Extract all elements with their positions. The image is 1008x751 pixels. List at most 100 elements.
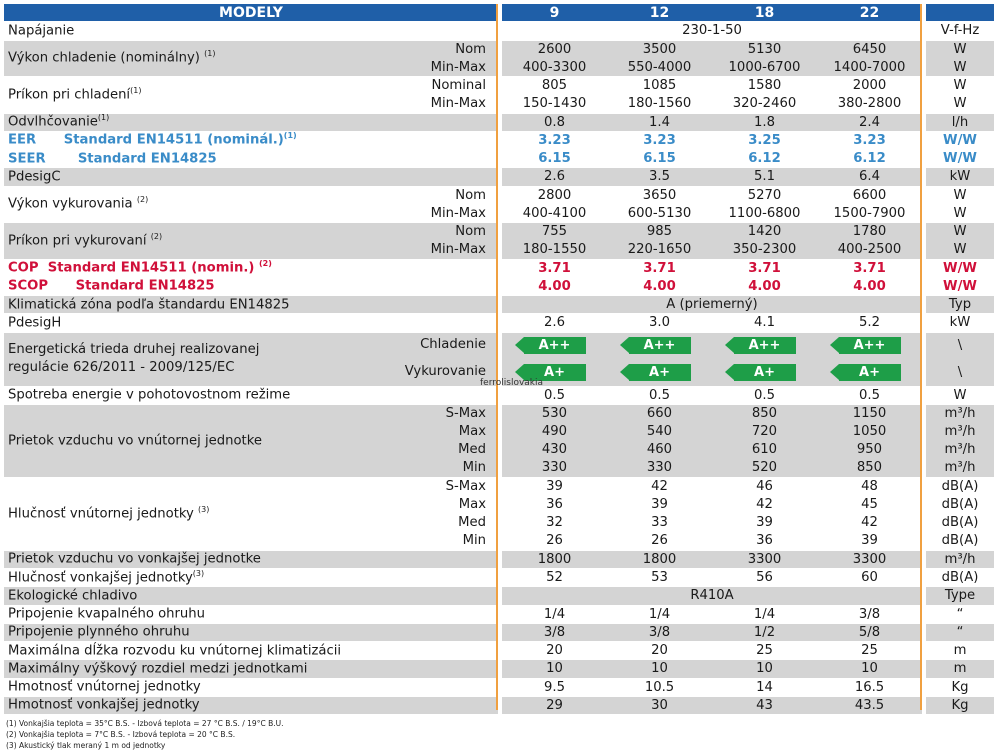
label: SCOP: [8, 278, 49, 294]
footnote-ref: (2): [150, 231, 163, 241]
unit: W/W: [943, 278, 977, 294]
value: 5130: [747, 41, 782, 57]
sub-label: Min: [462, 532, 486, 548]
value: 180-1550: [522, 242, 587, 257]
label: Prietok vzduchu vo vonkajšej jednotke: [8, 551, 261, 567]
unit: \: [957, 364, 963, 380]
footnote-ref: (1): [204, 49, 216, 59]
unit: dB(A): [941, 496, 979, 512]
unit: dB(A): [941, 514, 979, 530]
value: 6.4: [859, 169, 880, 185]
value: 29: [546, 697, 563, 713]
unit: W/W: [943, 260, 977, 276]
row-prikon-chladenie: Príkon pri chladení(1) Nominal Min-Max 8…: [4, 77, 994, 114]
model-18: 18: [754, 5, 775, 21]
unit: W: [953, 96, 967, 111]
value: 3.23: [853, 132, 886, 148]
value: 1420: [747, 224, 782, 239]
footnote-ref: (2): [259, 259, 272, 269]
value: 460: [646, 441, 673, 457]
label: Spotreba energie v pohotovostnom režime: [8, 387, 291, 403]
value: 3.71: [748, 260, 781, 276]
unit: V-f-Hz: [940, 23, 980, 39]
value: 42: [861, 514, 878, 530]
value: 14: [756, 679, 773, 695]
label: Pripojenie kvapalného ohruhu: [8, 606, 206, 622]
value: 6.15: [538, 151, 571, 166]
value: 53: [651, 570, 668, 585]
label: Hmotnosť vonkajšej jednotky: [8, 697, 200, 713]
unit: m: [953, 643, 967, 658]
value: 6.12: [748, 151, 781, 166]
value: 3.25: [748, 132, 781, 148]
label: PdesigH: [8, 315, 62, 331]
unit: W: [953, 205, 967, 221]
value: 10: [861, 661, 878, 677]
value: 1150: [852, 405, 887, 421]
row-vykon-vykurovania: Výkon vykurovania (2) Nom Min-Max 2800 3…: [4, 186, 994, 223]
value: 5.2: [859, 315, 880, 331]
divider-right: [920, 4, 922, 710]
value: 0.5: [754, 387, 775, 403]
unit: W: [953, 41, 967, 57]
label: Ekologické chladivo: [8, 588, 138, 604]
unit: W: [953, 59, 967, 75]
standard: Standard EN14511 (nomin.): [47, 260, 255, 276]
value: 2.4: [859, 114, 880, 130]
value: 660: [646, 405, 673, 421]
row-prietok-vnutorna: Prietok vzduchu vo vnútornej jednotke S-…: [4, 404, 994, 478]
row-eer: EER Standard EN14511 (nominál.)(1) 3.23 …: [4, 131, 994, 150]
sub-label: Max: [458, 496, 486, 512]
header-title: MODELY: [4, 4, 498, 23]
label: Napájanie: [8, 23, 75, 39]
value: 52: [546, 570, 563, 585]
value: 1000-6700: [728, 59, 801, 75]
value: 520: [751, 459, 778, 475]
sub-label: Min-Max: [430, 205, 486, 221]
value: 3.23: [538, 132, 571, 148]
value: 3.71: [643, 260, 676, 276]
value: 25: [861, 643, 878, 658]
value: 3/8: [858, 606, 881, 622]
unit: m³/h: [944, 551, 976, 567]
spec-table: MODELY 9 12 18 22 Napájanie 230-1-50 V-f…: [4, 4, 994, 715]
value: 850: [856, 459, 883, 475]
value: 46: [756, 478, 773, 494]
value: 3.5: [649, 169, 670, 185]
value: 380-2800: [837, 96, 902, 111]
value: 0.5: [859, 387, 880, 403]
value: 39: [861, 532, 878, 548]
value: 6.12: [853, 151, 886, 166]
value: 45: [861, 496, 878, 512]
value: 5/8: [858, 624, 881, 640]
label: SEER: [8, 151, 46, 167]
model-22: 22: [859, 5, 880, 21]
sub-label: Med: [458, 441, 486, 457]
value: 1/2: [753, 624, 776, 640]
value: 600-5130: [627, 205, 692, 221]
value: 755: [541, 224, 568, 239]
value: 32: [546, 514, 563, 530]
value: 33: [651, 514, 668, 530]
value: 30: [651, 697, 668, 713]
unit: kW: [949, 169, 971, 185]
energy-class-badge: A++: [724, 336, 796, 354]
footnote-ref: (1): [97, 113, 110, 123]
sub-label: Med: [458, 514, 486, 530]
value: 42: [756, 496, 773, 512]
value: 42: [651, 478, 668, 494]
value: 3300: [747, 551, 782, 567]
energy-class-badge: A+: [724, 363, 796, 381]
label: Príkon pri vykurovaní: [8, 233, 147, 249]
row-odvlhcovanie: Odvlhčovanie(1) 0.8 1.4 1.8 2.4 l/h: [4, 113, 994, 132]
sub-label: Vykurovanie: [404, 363, 486, 379]
unit: W: [953, 78, 967, 93]
unit: m³/h: [944, 459, 976, 475]
unit: Typ: [948, 297, 972, 312]
value: 550-4000: [627, 59, 692, 75]
unit: W: [953, 242, 967, 257]
value: 1/4: [648, 606, 671, 622]
row-scop: SCOP Standard EN14825 4.00 4.00 4.00 4.0…: [4, 277, 994, 296]
label: Hlučnosť vonkajšej jednotky: [8, 570, 193, 586]
value: 950: [856, 441, 883, 457]
